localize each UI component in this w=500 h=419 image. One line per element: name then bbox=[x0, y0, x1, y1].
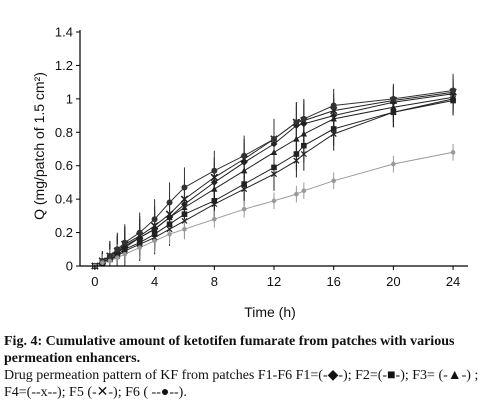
data-point bbox=[137, 245, 142, 250]
data-point bbox=[181, 184, 188, 191]
data-point bbox=[114, 246, 121, 253]
data-point bbox=[151, 216, 158, 223]
axes-layer: 0 0.2 0.4 0.6 0.8 1 1.2 1.4 0 4 8 12 16 20 24 bbox=[55, 25, 468, 289]
x-tick-label: 8 bbox=[211, 274, 218, 289]
data-point bbox=[294, 191, 299, 197]
data-point bbox=[450, 150, 456, 155]
data-point bbox=[211, 198, 218, 204]
figure-label: Fig. 4: bbox=[4, 334, 43, 349]
data-point bbox=[293, 157, 300, 164]
data-point bbox=[330, 126, 337, 132]
data-point bbox=[115, 255, 120, 260]
data-point bbox=[331, 178, 336, 184]
data-point bbox=[241, 152, 248, 159]
data-point bbox=[151, 234, 158, 241]
data-point bbox=[390, 95, 397, 102]
data-point bbox=[330, 102, 337, 109]
data-point bbox=[300, 115, 307, 122]
y-axis-title: Q (mg/patch of 1.5 cm²) bbox=[31, 72, 47, 220]
data-point bbox=[240, 167, 248, 174]
x-tick-label: 4 bbox=[151, 274, 158, 289]
data-point bbox=[211, 185, 218, 192]
data-point bbox=[241, 181, 247, 187]
figure-title: Cumulative amount of ketotifen fumarate … bbox=[4, 334, 455, 366]
data-point bbox=[241, 206, 247, 212]
data-point bbox=[301, 142, 307, 149]
data-point bbox=[270, 171, 278, 178]
data-point bbox=[181, 217, 188, 224]
y-tick-label: 0.8 bbox=[55, 125, 73, 140]
x-tick-label: 0 bbox=[91, 274, 98, 289]
data-point bbox=[151, 231, 158, 238]
data-point bbox=[121, 247, 128, 254]
data-point bbox=[210, 179, 218, 186]
x-tick-label: 16 bbox=[326, 274, 340, 289]
data-point bbox=[300, 150, 307, 158]
data-point bbox=[106, 252, 113, 259]
data-point bbox=[166, 214, 173, 221]
data-point bbox=[182, 226, 187, 232]
data-point bbox=[150, 222, 159, 230]
x-axis-title: Time (h) bbox=[244, 304, 296, 320]
data-point bbox=[181, 204, 188, 211]
data-point bbox=[180, 195, 189, 203]
data-point bbox=[181, 211, 188, 217]
data-point bbox=[136, 234, 143, 241]
data-point bbox=[167, 231, 172, 237]
data-point bbox=[293, 119, 300, 126]
data-point bbox=[271, 198, 277, 204]
caption-legend-text: Drug permeation pattern of KF from patch… bbox=[4, 368, 479, 400]
data-point bbox=[293, 151, 300, 157]
data-point bbox=[391, 161, 396, 167]
data-point bbox=[151, 225, 158, 232]
data-point bbox=[121, 239, 128, 246]
y-tick-label: 0 bbox=[66, 259, 73, 274]
y-tick-label: 1 bbox=[66, 91, 73, 106]
y-tick-label: 0.4 bbox=[55, 192, 73, 207]
data-point bbox=[212, 216, 217, 222]
data-point bbox=[241, 186, 248, 193]
data-point bbox=[330, 115, 337, 122]
data-point bbox=[390, 109, 397, 116]
data-point bbox=[136, 239, 143, 246]
data-point bbox=[122, 252, 128, 257]
data-point bbox=[450, 97, 456, 104]
y-tick-label: 0.2 bbox=[55, 225, 73, 240]
data-point bbox=[270, 140, 278, 148]
data-point bbox=[121, 246, 128, 253]
figure-caption: Fig. 4: Cumulative amount of ketotifen f… bbox=[4, 333, 496, 401]
x-tick-label: 24 bbox=[446, 274, 460, 289]
data-point bbox=[166, 226, 173, 233]
data-point bbox=[210, 173, 219, 182]
data-point bbox=[211, 201, 218, 208]
data-point bbox=[330, 130, 337, 137]
data-point bbox=[165, 210, 174, 218]
data-point bbox=[271, 135, 277, 142]
data-point bbox=[271, 164, 277, 171]
data-point bbox=[449, 93, 457, 100]
x-tick-label: 20 bbox=[386, 274, 400, 289]
y-tick-label: 1.2 bbox=[55, 58, 73, 73]
x-tick-label: 12 bbox=[267, 274, 281, 289]
data-point bbox=[329, 106, 338, 115]
data-point bbox=[450, 95, 457, 102]
y-tick-label: 1.4 bbox=[55, 25, 73, 40]
y-tick-label: 0.6 bbox=[55, 158, 73, 173]
data-point bbox=[152, 238, 157, 244]
data-point bbox=[100, 260, 105, 265]
data-point bbox=[136, 241, 143, 248]
data-point bbox=[270, 148, 278, 155]
data-point bbox=[166, 221, 173, 228]
data-point bbox=[136, 229, 143, 236]
data-point bbox=[390, 103, 397, 110]
caption-title: Fig. 4: Cumulative amount of ketotifen f… bbox=[4, 333, 496, 367]
data-point bbox=[166, 199, 173, 206]
data-point bbox=[301, 188, 307, 194]
data-point bbox=[211, 167, 218, 174]
data-point bbox=[293, 135, 300, 142]
data-point bbox=[107, 258, 113, 264]
permeation-chart: 0 0.2 0.4 0.6 0.8 1 1.2 1.4 0 4 8 12 16 20 24 Time (h)… bbox=[31, 25, 468, 320]
data-point bbox=[300, 130, 308, 137]
data-point bbox=[450, 87, 457, 94]
